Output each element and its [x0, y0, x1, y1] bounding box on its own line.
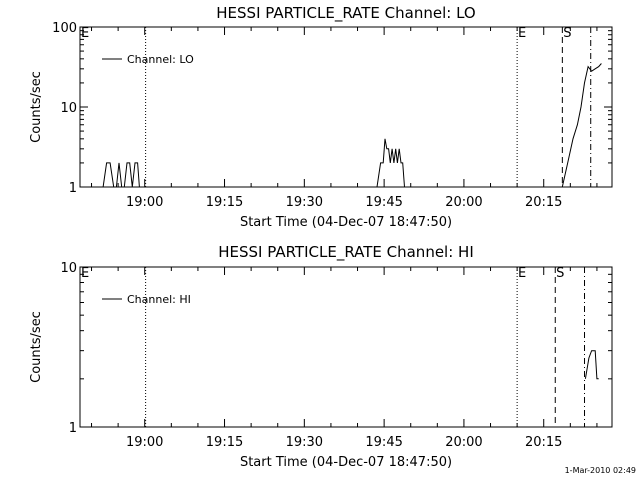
- y-tick-label: 100: [52, 21, 77, 36]
- corner-label: E: [81, 26, 89, 41]
- x-tick-label: 20:00: [445, 435, 482, 450]
- y-axis: 1 10: [60, 261, 612, 436]
- x-axis-label: Start Time (04-Dec-07 18:47:50): [240, 455, 452, 470]
- x-axis: 19:00 19:15 19:30 19:45 20:00 20:15: [91, 27, 598, 210]
- chart-title: HESSI PARTICLE_RATE Channel: LO: [216, 4, 475, 23]
- x-tick-label: 19:45: [365, 195, 402, 210]
- legend: Channel: HI: [102, 293, 191, 306]
- x-tick-label: 20:00: [445, 195, 482, 210]
- event-marker-label: S: [556, 266, 564, 281]
- y-axis: 1 10 100: [52, 21, 612, 196]
- y-axis-label: Counts/sec: [29, 71, 44, 143]
- footer-timestamp: 1-Mar-2010 02:49: [565, 466, 636, 475]
- legend-label: Channel: HI: [127, 293, 191, 306]
- y-tick-label: 10: [60, 261, 77, 276]
- chart-panel-hi: HESSI PARTICLE_RATE Channel: HI 19:00 19:1…: [29, 243, 613, 470]
- legend: Channel: LO: [102, 53, 194, 66]
- series: [102, 63, 602, 188]
- series: [584, 350, 599, 380]
- chart-panel-lo: HESSI PARTICLE_RATE Channel: LO 19:00 19:1…: [29, 4, 613, 230]
- plot-frame: [79, 26, 613, 188]
- x-tick-label: 19:15: [206, 435, 243, 450]
- x-tick-label: 19:00: [126, 195, 163, 210]
- event-marker-label: E: [518, 266, 526, 281]
- series-line: [584, 350, 599, 380]
- x-axis-label: Start Time (04-Dec-07 18:47:50): [240, 215, 452, 230]
- x-tick-label: 19:15: [206, 195, 243, 210]
- event-marker-label: E: [518, 26, 526, 41]
- x-axis: 19:00 19:15 19:30 19:45 20:00 20:15: [91, 267, 598, 450]
- x-tick-label: 19:45: [365, 435, 402, 450]
- chart-title: HESSI PARTICLE_RATE Channel: HI: [218, 243, 474, 262]
- y-tick-label: 10: [60, 101, 77, 116]
- y-tick-label: 1: [69, 421, 77, 436]
- y-tick-label: 1: [69, 181, 77, 196]
- x-tick-label: 20:15: [525, 435, 562, 450]
- x-tick-label: 19:30: [286, 435, 323, 450]
- plot-frame: [79, 266, 613, 428]
- legend-label: Channel: LO: [127, 53, 194, 66]
- corner-label: E: [81, 266, 89, 281]
- event-marker-label: S: [563, 26, 571, 41]
- x-tick-label: 19:30: [286, 195, 323, 210]
- x-tick-label: 19:00: [126, 435, 163, 450]
- y-axis-label: Counts/sec: [29, 311, 44, 383]
- x-tick-label: 20:15: [525, 195, 562, 210]
- series-line: [102, 63, 602, 188]
